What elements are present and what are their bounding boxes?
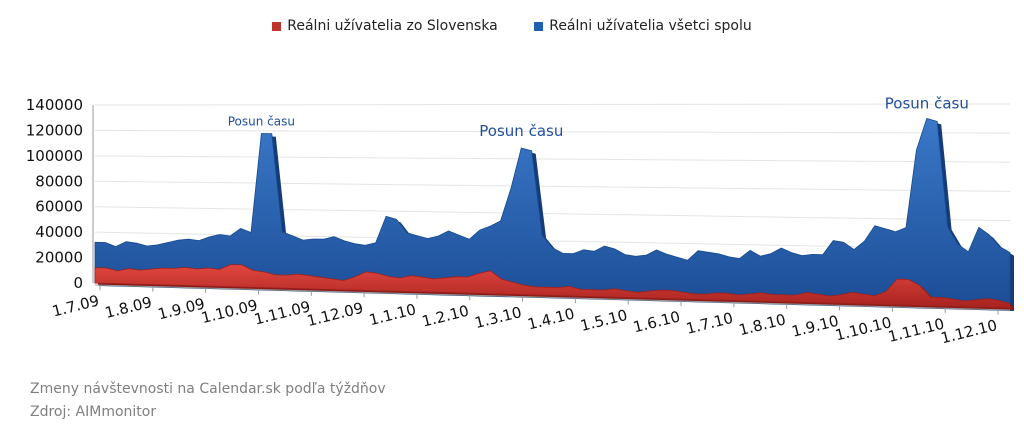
x-tick-label: 1.10.09 [200,296,260,327]
x-tick-label: 1.2.10 [420,302,471,331]
gridline [94,155,1011,163]
x-tick-label: 1.8.10 [737,310,788,339]
legend-swatch-all [534,21,544,31]
x-tick-label: 1.11.09 [252,297,312,328]
x-axis-line [94,284,1011,311]
annotation-label: Posun času [885,94,969,112]
y-tick-label: 60000 [35,198,83,216]
legend-item-slovakia: Reálni užívatelia zo Slovenska [272,18,498,34]
gridline [94,103,1011,106]
chart-legend: Reálni užívatelia zo Slovenska Reálni už… [0,18,1024,35]
x-tick-label: 1.3.10 [473,303,524,332]
x-tick-label: 1.1.10 [367,300,418,329]
x-tick-label: 1.4.10 [526,305,577,334]
series-all-area [94,118,1011,309]
y-tick-label: 40000 [35,223,83,241]
annotation-layer: Posun času Posun času Posun času [228,94,969,139]
legend-label-all: Reálni užívatelia všetci spolu [549,18,752,34]
x-tick-label: 1.5.10 [579,306,630,335]
caption-description: Zmeny návštevnosti na Calendar.sk podľa … [30,381,386,397]
y-tick-label: 20000 [35,249,83,267]
x-tick-label: 1.7.09 [50,292,101,321]
gridline [94,180,1011,192]
area-layer [94,118,1014,311]
annotation-label: Posun času [479,122,563,140]
gridline [94,129,1011,134]
annotation-label: Posun času [228,115,295,129]
series-slovakia-area [94,264,1011,309]
y-tick-label: 100000 [26,147,83,165]
y-tick-label: 120000 [26,121,83,139]
y-tick-label: 140000 [26,96,83,114]
x-tick-label: 1.7.10 [684,309,735,338]
caption-source: Zdroj: AIMmonitor [30,404,157,420]
x-tick-label: 1.12.09 [305,299,365,330]
y-tick-label: 80000 [35,172,83,190]
gridline [94,206,1011,222]
legend-swatch-slovakia [272,21,282,31]
x-tick-label: 1.6.10 [631,307,682,336]
legend-label-slovakia: Reálni užívatelia zo Slovenska [287,18,498,34]
legend-item-all: Reálni užívatelia všetci spolu [534,18,752,34]
y-tick-label: 0 [73,274,83,292]
y-axis: 0 20000 40000 60000 80000 100000 120000 140000 [26,96,94,292]
x-tick-label: 1.11.10 [886,315,946,346]
x-tick-label: 1.10.10 [833,313,893,344]
x-tick-label: 1.8.09 [103,293,154,322]
x-tick-label: 1.12.10 [939,316,999,347]
